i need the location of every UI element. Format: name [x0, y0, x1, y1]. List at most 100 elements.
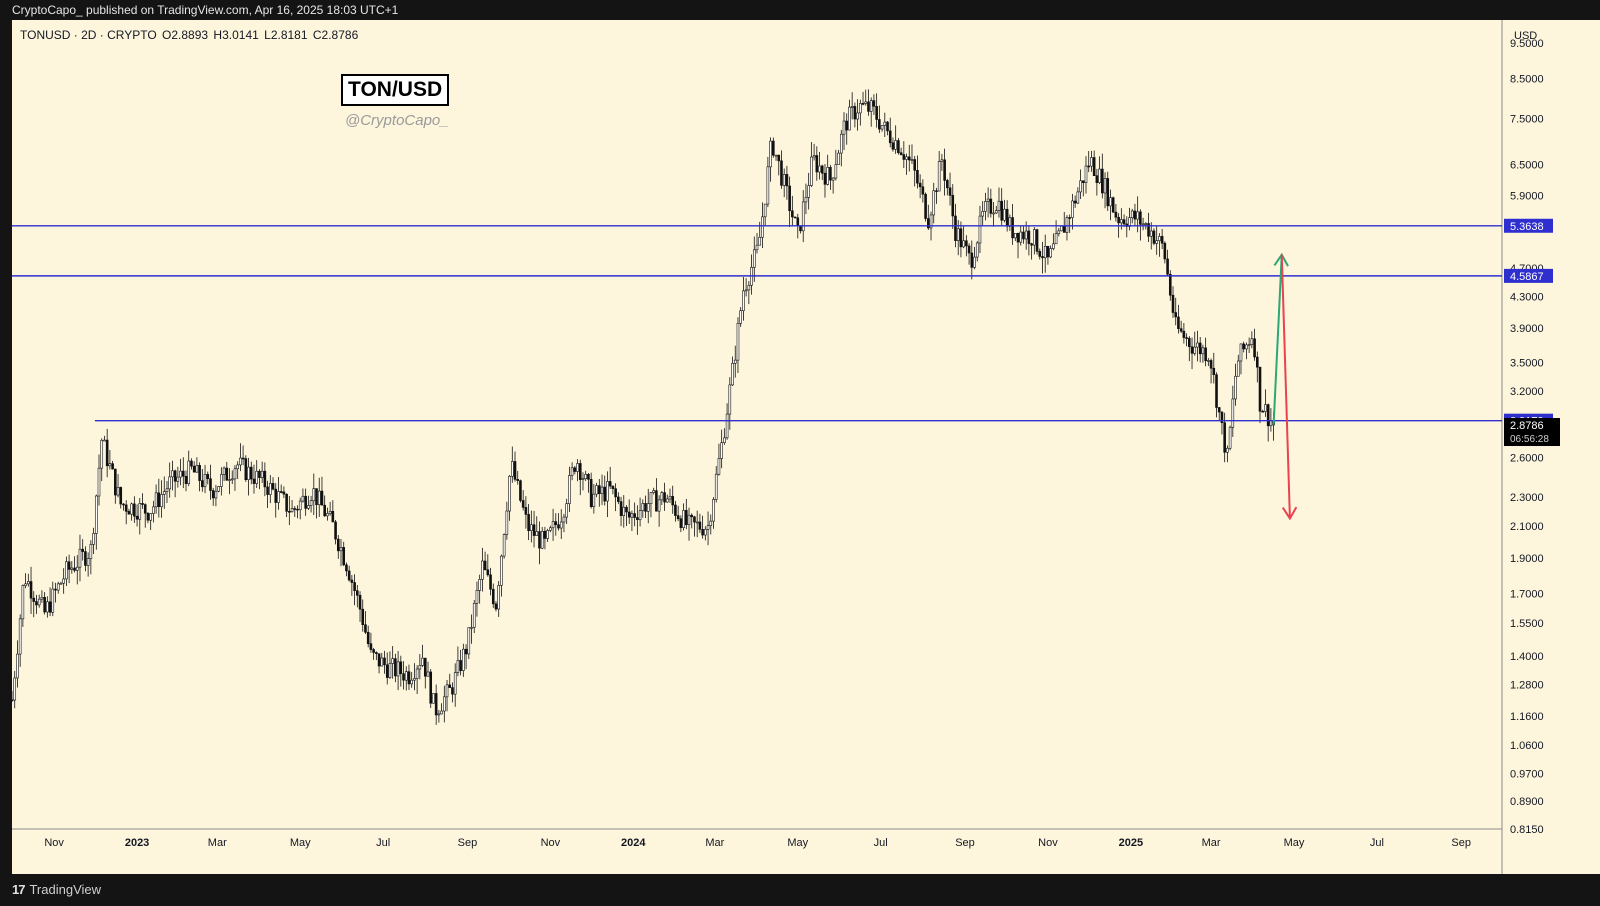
candle-body [448, 684, 452, 688]
candle-body [279, 491, 283, 493]
candle-body [736, 322, 740, 361]
candle-body [1245, 344, 1248, 350]
candle-body [842, 120, 846, 135]
candle-body [608, 481, 612, 487]
candle-body [551, 521, 555, 529]
candle-body [807, 185, 810, 198]
candle-body [124, 504, 128, 512]
candle-body [296, 508, 299, 511]
candle-body [1120, 219, 1123, 224]
tradingview-logo[interactable]: 17 TradingView [12, 874, 101, 906]
candle-body [1095, 175, 1099, 183]
candle-body [627, 511, 631, 518]
candle-body [1209, 360, 1213, 369]
open-value: O2.8893 [162, 28, 209, 42]
level-price-label: 5.3638 [1510, 221, 1544, 233]
candle-body [135, 515, 139, 520]
candle-body [315, 488, 318, 506]
candle-body [573, 467, 577, 472]
candle-body [1152, 230, 1156, 244]
candle-body [1008, 217, 1012, 227]
candle-body [695, 521, 699, 524]
x-tick-label: Nov [1038, 837, 1058, 849]
candle-body [948, 187, 952, 196]
candle-body [317, 490, 321, 506]
candle-body [611, 485, 615, 489]
candle-body [1171, 294, 1175, 313]
candle-body [195, 465, 199, 473]
candle-body [937, 161, 941, 192]
candle-body [1030, 243, 1033, 246]
candle-body [521, 500, 525, 508]
candle-body [864, 101, 868, 104]
candle-body [230, 478, 234, 481]
candle-body [701, 529, 704, 536]
x-tick-label: Mar [208, 837, 227, 849]
candle-body [815, 155, 819, 173]
candle-body [1136, 211, 1139, 220]
candle-body [774, 154, 778, 157]
candle-body [423, 657, 427, 677]
candle-body [837, 152, 840, 165]
candle-body [562, 516, 566, 523]
candle-body [1239, 343, 1243, 362]
candle-body [84, 551, 87, 566]
candle-body [636, 517, 639, 521]
candle-body [644, 503, 647, 512]
candle-body [940, 159, 944, 162]
candle-body [285, 493, 288, 512]
level-price-label: 4.5867 [1510, 271, 1544, 283]
candle-body [453, 672, 457, 695]
candle-body [252, 478, 256, 484]
candle-body [1101, 168, 1104, 194]
candle-body [353, 582, 356, 591]
candle-body [214, 490, 218, 499]
candle-body [46, 601, 49, 613]
candle-body [946, 180, 949, 189]
candle-body [660, 492, 664, 501]
candle-body [59, 582, 63, 585]
y-tick-label: 1.7000 [1510, 589, 1544, 601]
candle-body [445, 684, 449, 698]
x-tick-label: May [787, 837, 808, 849]
candle-body [834, 164, 838, 179]
candle-body [116, 487, 120, 496]
candle-body [1144, 223, 1148, 225]
candle-body [883, 121, 887, 126]
candle-body [149, 513, 152, 521]
candle-body [780, 160, 783, 186]
y-tick-label: 9.5000 [1510, 38, 1544, 50]
candle-body [1011, 217, 1014, 239]
candle-body [171, 470, 174, 478]
candle-body [527, 514, 530, 531]
candle-body [334, 521, 337, 540]
candle-body [1250, 338, 1254, 345]
up-arrow-shaft [1272, 254, 1283, 425]
candle-body [491, 588, 495, 605]
candle-body [1062, 225, 1066, 233]
candle-body [312, 488, 316, 502]
candle-body [81, 548, 84, 552]
candle-body [540, 530, 544, 549]
x-tick-label: Mar [1202, 837, 1221, 849]
candle-body [975, 242, 979, 258]
candle-body [733, 359, 737, 364]
candle-body [413, 678, 416, 681]
chart-title-box: TON/USD [341, 74, 450, 106]
price-chart[interactable]: USD9.50008.50007.50006.50005.90004.70004… [12, 20, 1600, 874]
candle-body [239, 457, 242, 466]
candle-body [437, 713, 441, 716]
chart-frame[interactable]: USD9.50008.50007.50006.50005.90004.70004… [12, 20, 1600, 874]
candle-body [717, 458, 721, 475]
candle-body [190, 460, 193, 467]
candle-body [380, 657, 384, 667]
candle-body [878, 119, 881, 130]
candle-body [16, 653, 19, 679]
candle-body [271, 483, 275, 490]
candle-body [1043, 246, 1047, 259]
candle-body [1215, 374, 1218, 408]
candle-body [456, 660, 460, 673]
candle-body [67, 561, 71, 570]
candle-body [799, 225, 802, 232]
candle-body [467, 627, 471, 655]
